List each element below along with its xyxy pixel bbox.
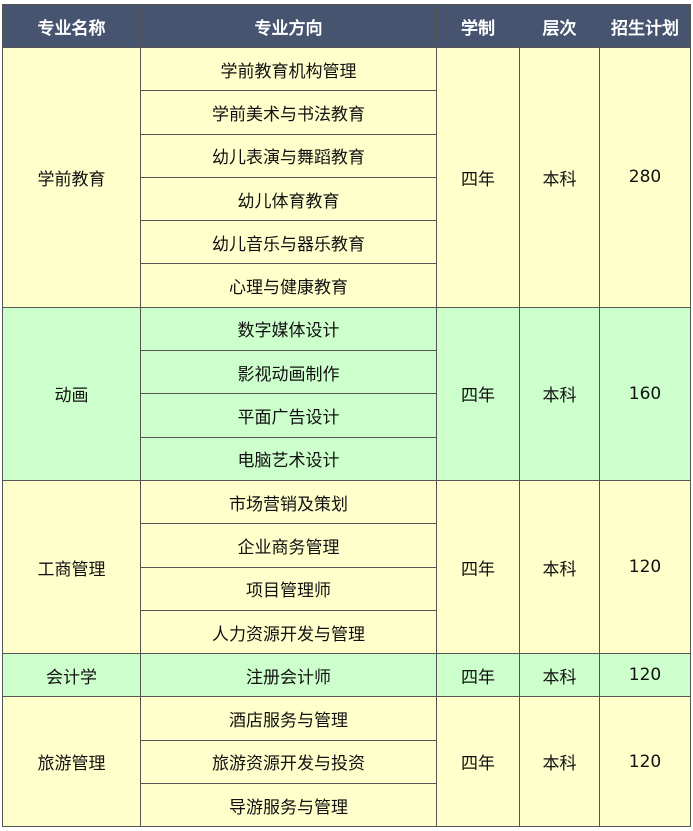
duration-cell: 四年 xyxy=(436,479,520,655)
table-row: 动画 数字媒体设计 四年 本科 160 xyxy=(2,306,691,481)
table-row: 会计学 注册会计师 四年 本科 120 xyxy=(2,653,691,698)
direction-cell: 企业商务管理 xyxy=(140,523,437,568)
enrollment-plan-cell: 120 xyxy=(599,479,691,655)
table-row: 平面广告设计 xyxy=(3,393,691,438)
level-cell: 本科 xyxy=(519,653,600,698)
level-cell: 本科 xyxy=(519,47,600,308)
duration-cell: 四年 xyxy=(436,306,520,481)
direction-cell: 项目管理师 xyxy=(140,566,437,611)
table-row: 幼儿音乐与器乐教育 xyxy=(3,220,691,265)
header-major-name: 专业名称 xyxy=(2,4,141,48)
direction-cell: 学前教育机构管理 xyxy=(140,46,437,92)
direction-cell: 心理与健康教育 xyxy=(140,263,437,308)
major-enrollment-table: 专业名称 专业方向 学制 层次 招生计划 学前教育 学前教育机构管理 四年 本科 280… xyxy=(2,4,691,828)
table-row: 导游服务与管理 xyxy=(3,783,691,828)
direction-cell: 人力资源开发与管理 xyxy=(140,609,437,655)
direction-cell: 酒店服务与管理 xyxy=(140,696,437,741)
header-duration: 学制 xyxy=(436,4,520,48)
table-row: 幼儿表演与舞蹈教育 xyxy=(3,133,691,178)
enrollment-plan-cell: 160 xyxy=(599,306,691,481)
duration-cell: 四年 xyxy=(436,653,520,698)
level-cell: 本科 xyxy=(519,479,600,655)
direction-cell: 数字媒体设计 xyxy=(140,306,437,352)
direction-cell: 旅游资源开发与投资 xyxy=(140,739,437,785)
major-name-cell: 动画 xyxy=(2,306,141,481)
major-name-cell: 工商管理 xyxy=(2,479,141,655)
table-row: 人力资源开发与管理 xyxy=(3,609,691,655)
direction-cell: 平面广告设计 xyxy=(140,393,437,438)
table-row: 学前教育 学前教育机构管理 四年 本科 280 xyxy=(2,46,691,308)
direction-cell: 影视动画制作 xyxy=(140,350,437,395)
table-row: 旅游管理 酒店服务与管理 四年 本科 120 xyxy=(2,696,691,828)
duration-cell: 四年 xyxy=(436,47,520,308)
enrollment-plan-cell: 280 xyxy=(599,47,691,308)
table-row: 项目管理师 xyxy=(3,566,691,611)
major-name-cell: 会计学 xyxy=(2,653,141,698)
direction-cell: 市场营销及策划 xyxy=(140,479,437,525)
direction-cell: 幼儿表演与舞蹈教育 xyxy=(140,133,437,178)
direction-cell: 电脑艺术设计 xyxy=(140,436,437,481)
table-row: 企业商务管理 xyxy=(3,523,691,568)
direction-cell: 导游服务与管理 xyxy=(140,783,437,828)
direction-cell: 幼儿音乐与器乐教育 xyxy=(140,220,437,265)
major-name-cell: 学前教育 xyxy=(2,47,141,308)
duration-cell: 四年 xyxy=(436,696,520,828)
enrollment-plan-cell: 120 xyxy=(599,696,691,828)
level-cell: 本科 xyxy=(519,306,600,481)
header-direction: 专业方向 xyxy=(140,4,437,48)
direction-cell: 注册会计师 xyxy=(140,653,437,698)
table-row: 旅游资源开发与投资 xyxy=(3,739,691,785)
table-row: 学前美术与书法教育 xyxy=(3,90,691,135)
table-body: 学前教育 学前教育机构管理 四年 本科 280 学前美术与书法教育 幼儿表演与舞蹈教育 幼儿体… xyxy=(2,46,691,828)
table-row: 心理与健康教育 xyxy=(3,263,691,308)
table-header-row: 专业名称 专业方向 学制 层次 招生计划 xyxy=(2,4,691,48)
major-name-cell: 旅游管理 xyxy=(2,696,141,828)
level-cell: 本科 xyxy=(519,696,600,828)
header-level: 层次 xyxy=(519,4,600,48)
header-enrollment-plan: 招生计划 xyxy=(599,4,691,48)
direction-cell: 幼儿体育教育 xyxy=(140,176,437,222)
table-row: 电脑艺术设计 xyxy=(3,436,691,481)
table-row: 工商管理 市场营销及策划 四年 本科 120 xyxy=(2,479,691,655)
direction-cell: 学前美术与书法教育 xyxy=(140,90,437,135)
table-row: 影视动画制作 xyxy=(3,350,691,395)
enrollment-plan-cell: 120 xyxy=(599,653,691,698)
